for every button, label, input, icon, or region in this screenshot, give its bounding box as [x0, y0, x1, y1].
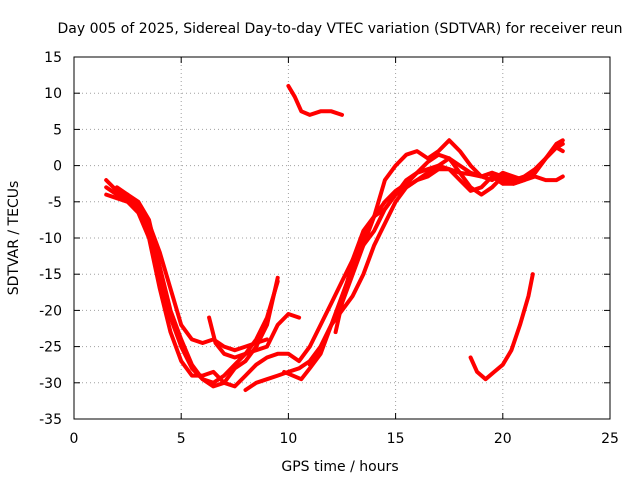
y-tick-label: 10	[44, 86, 62, 102]
series-arc-10	[286, 84, 344, 117]
series-arc-9	[333, 156, 505, 335]
series-arc-5	[207, 312, 302, 360]
x-tick-label: 5	[177, 431, 186, 447]
y-tick-label: -15	[39, 267, 62, 283]
y-tick-label: -25	[39, 340, 62, 356]
axis-ticks: 0 5 10 15 20 25 -35 -30 -25 -20 -15 -10 -5 0 5 10 15	[39, 50, 619, 447]
x-tick-label: 0	[70, 431, 79, 447]
x-tick-label: 25	[601, 431, 619, 447]
y-tick-label: 15	[44, 50, 62, 66]
y-tick-label: -30	[39, 376, 62, 392]
x-tick-label: 15	[387, 431, 405, 447]
y-tick-label: -35	[39, 412, 62, 428]
y-tick-label: -5	[48, 195, 62, 211]
x-tick-label: 10	[279, 431, 297, 447]
series-arc-8	[307, 167, 565, 367]
y-tick-label: -20	[39, 303, 62, 319]
x-tick-label: 20	[494, 431, 512, 447]
y-axis-label: SDTVAR / TECUs	[6, 181, 22, 296]
chart-title: Day 005 of 2025, Sidereal Day-to-day VTE…	[57, 21, 622, 37]
x-axis-label: GPS time / hours	[281, 459, 398, 475]
data-series	[104, 84, 565, 392]
y-tick-label: -10	[39, 231, 62, 247]
series-arc-2	[104, 185, 269, 353]
series-arc-11	[468, 272, 535, 382]
y-tick-label: 0	[53, 159, 62, 175]
y-tick-label: 5	[53, 122, 62, 138]
